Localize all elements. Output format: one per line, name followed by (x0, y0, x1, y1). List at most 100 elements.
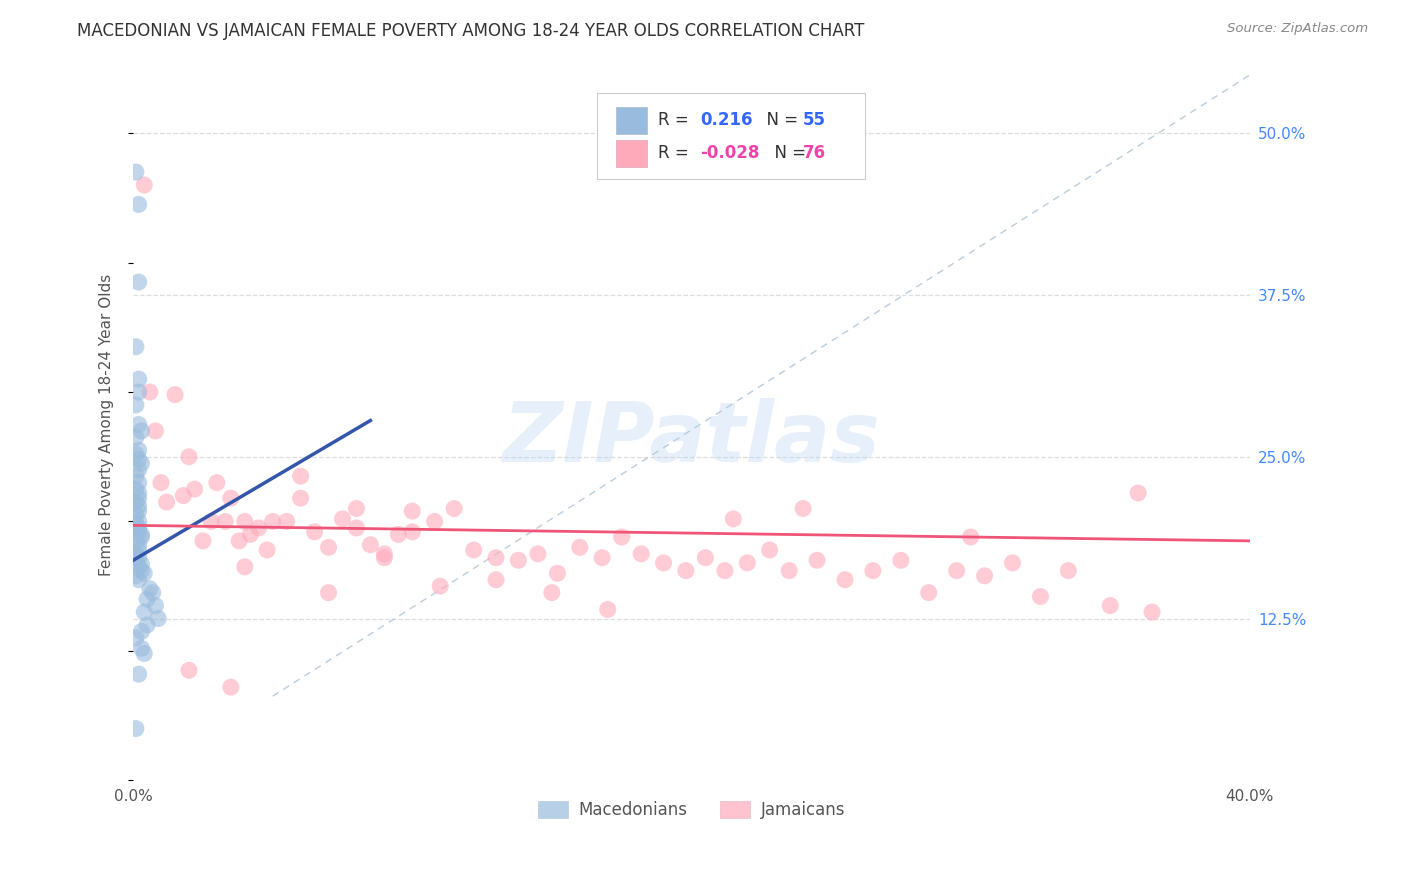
FancyBboxPatch shape (616, 140, 647, 167)
Point (139, 385, 162, 400)
Point (125, 430, 148, 444)
Point (128, 499, 150, 513)
Point (304, 524, 326, 539)
Point (128, 385, 150, 400)
Point (125, 447, 148, 461)
Point (714, 564, 737, 578)
Point (346, 501, 368, 516)
Point (610, 530, 633, 544)
Point (959, 530, 981, 544)
Text: -0.028: -0.028 (700, 145, 759, 162)
Point (145, 424, 167, 438)
Point (128, 491, 150, 505)
Point (128, 559, 150, 574)
Point (276, 515, 298, 529)
Point (239, 527, 262, 541)
Point (541, 585, 564, 599)
Point (125, 533, 148, 548)
Point (128, 197, 150, 211)
Point (568, 541, 591, 555)
Point (675, 564, 697, 578)
Point (247, 521, 270, 535)
Point (695, 550, 717, 565)
Point (233, 559, 256, 574)
Point (834, 573, 856, 587)
Point (1001, 556, 1024, 570)
Point (125, 469, 148, 483)
Legend: Macedonians, Jamaicans: Macedonians, Jamaicans (531, 794, 852, 825)
Text: 76: 76 (803, 145, 827, 162)
Point (485, 550, 508, 565)
Point (139, 582, 162, 596)
Point (131, 641, 153, 656)
Text: R =: R = (658, 145, 695, 162)
Point (128, 486, 150, 500)
Point (136, 618, 159, 632)
Point (128, 550, 150, 565)
Point (945, 564, 967, 578)
Point (1140, 605, 1163, 619)
Point (131, 564, 153, 578)
Point (125, 495, 148, 509)
Point (652, 556, 675, 570)
Point (630, 547, 652, 561)
Point (128, 475, 150, 490)
Text: 0.216: 0.216 (700, 112, 752, 129)
Point (125, 517, 148, 532)
Point (973, 569, 995, 583)
Point (128, 417, 150, 432)
Point (290, 491, 312, 505)
Point (1057, 564, 1080, 578)
Text: N =: N = (756, 112, 804, 129)
Point (401, 504, 423, 518)
Point (128, 573, 150, 587)
Point (150, 475, 173, 490)
Point (142, 585, 165, 599)
Point (155, 495, 177, 509)
Point (219, 680, 242, 694)
Point (148, 611, 170, 625)
Point (128, 463, 150, 477)
Text: MACEDONIAN VS JAMAICAN FEMALE POVERTY AMONG 18-24 YEAR OLDS CORRELATION CHART: MACEDONIAN VS JAMAICAN FEMALE POVERTY AM… (77, 22, 865, 40)
Point (262, 515, 284, 529)
Point (128, 538, 150, 552)
Point (177, 450, 200, 464)
Point (128, 521, 150, 535)
Point (1126, 486, 1149, 500)
Point (918, 585, 941, 599)
Point (128, 443, 150, 458)
Point (318, 585, 340, 599)
Point (214, 515, 236, 529)
Point (125, 631, 148, 645)
Point (373, 547, 395, 561)
FancyBboxPatch shape (616, 107, 647, 134)
Point (318, 541, 340, 555)
Point (792, 501, 814, 516)
Y-axis label: Female Poverty Among 18-24 Year Olds: Female Poverty Among 18-24 Year Olds (100, 273, 114, 575)
Point (131, 527, 153, 541)
Point (128, 275, 150, 289)
Point (596, 602, 619, 616)
Point (128, 543, 150, 558)
Point (172, 489, 194, 503)
Point (758, 543, 780, 558)
Point (128, 667, 150, 681)
Point (163, 387, 186, 401)
Point (131, 424, 153, 438)
Point (423, 515, 446, 529)
Point (332, 512, 354, 526)
Point (131, 530, 153, 544)
Point (131, 456, 153, 470)
Point (1099, 599, 1122, 613)
FancyBboxPatch shape (596, 94, 865, 178)
Point (346, 521, 368, 535)
Point (373, 550, 395, 565)
Point (463, 543, 485, 558)
Point (806, 553, 828, 567)
Point (125, 569, 148, 583)
Point (546, 566, 568, 581)
Point (128, 372, 150, 386)
Point (443, 501, 465, 516)
Point (125, 482, 148, 496)
Point (177, 663, 200, 677)
